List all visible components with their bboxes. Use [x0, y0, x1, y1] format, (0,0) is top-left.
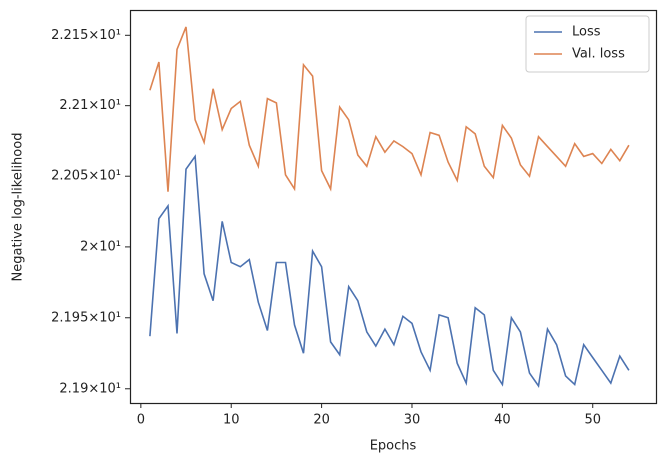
x-tick-label: 50	[584, 413, 601, 428]
x-tick-label: 10	[223, 413, 240, 428]
line-series	[149, 154, 630, 388]
y-tick-label: 2.205×10¹	[51, 169, 121, 184]
y-tick-label: 2×10¹	[80, 239, 121, 254]
x-tick-label: 30	[404, 413, 421, 428]
plot-frame	[129, 9, 658, 405]
x-tick-label: 40	[494, 413, 511, 428]
line-series	[149, 26, 630, 192]
x-axis-label: Epochs	[370, 439, 417, 454]
x-tick-label: 20	[313, 413, 330, 428]
legend-label: Val. loss	[572, 47, 625, 62]
y-axis-label: Negative log-likelihood	[11, 133, 26, 282]
x-tick-label: 0	[137, 413, 145, 428]
y-tick-label: 2.21×10¹	[59, 98, 121, 113]
y-tick-label: 2.19×10¹	[59, 381, 121, 396]
y-tick-label: 2.215×10¹	[51, 28, 121, 43]
legend-box	[525, 15, 650, 73]
legend-label: Loss	[572, 25, 601, 40]
y-tick-label: 2.195×10¹	[51, 310, 121, 325]
